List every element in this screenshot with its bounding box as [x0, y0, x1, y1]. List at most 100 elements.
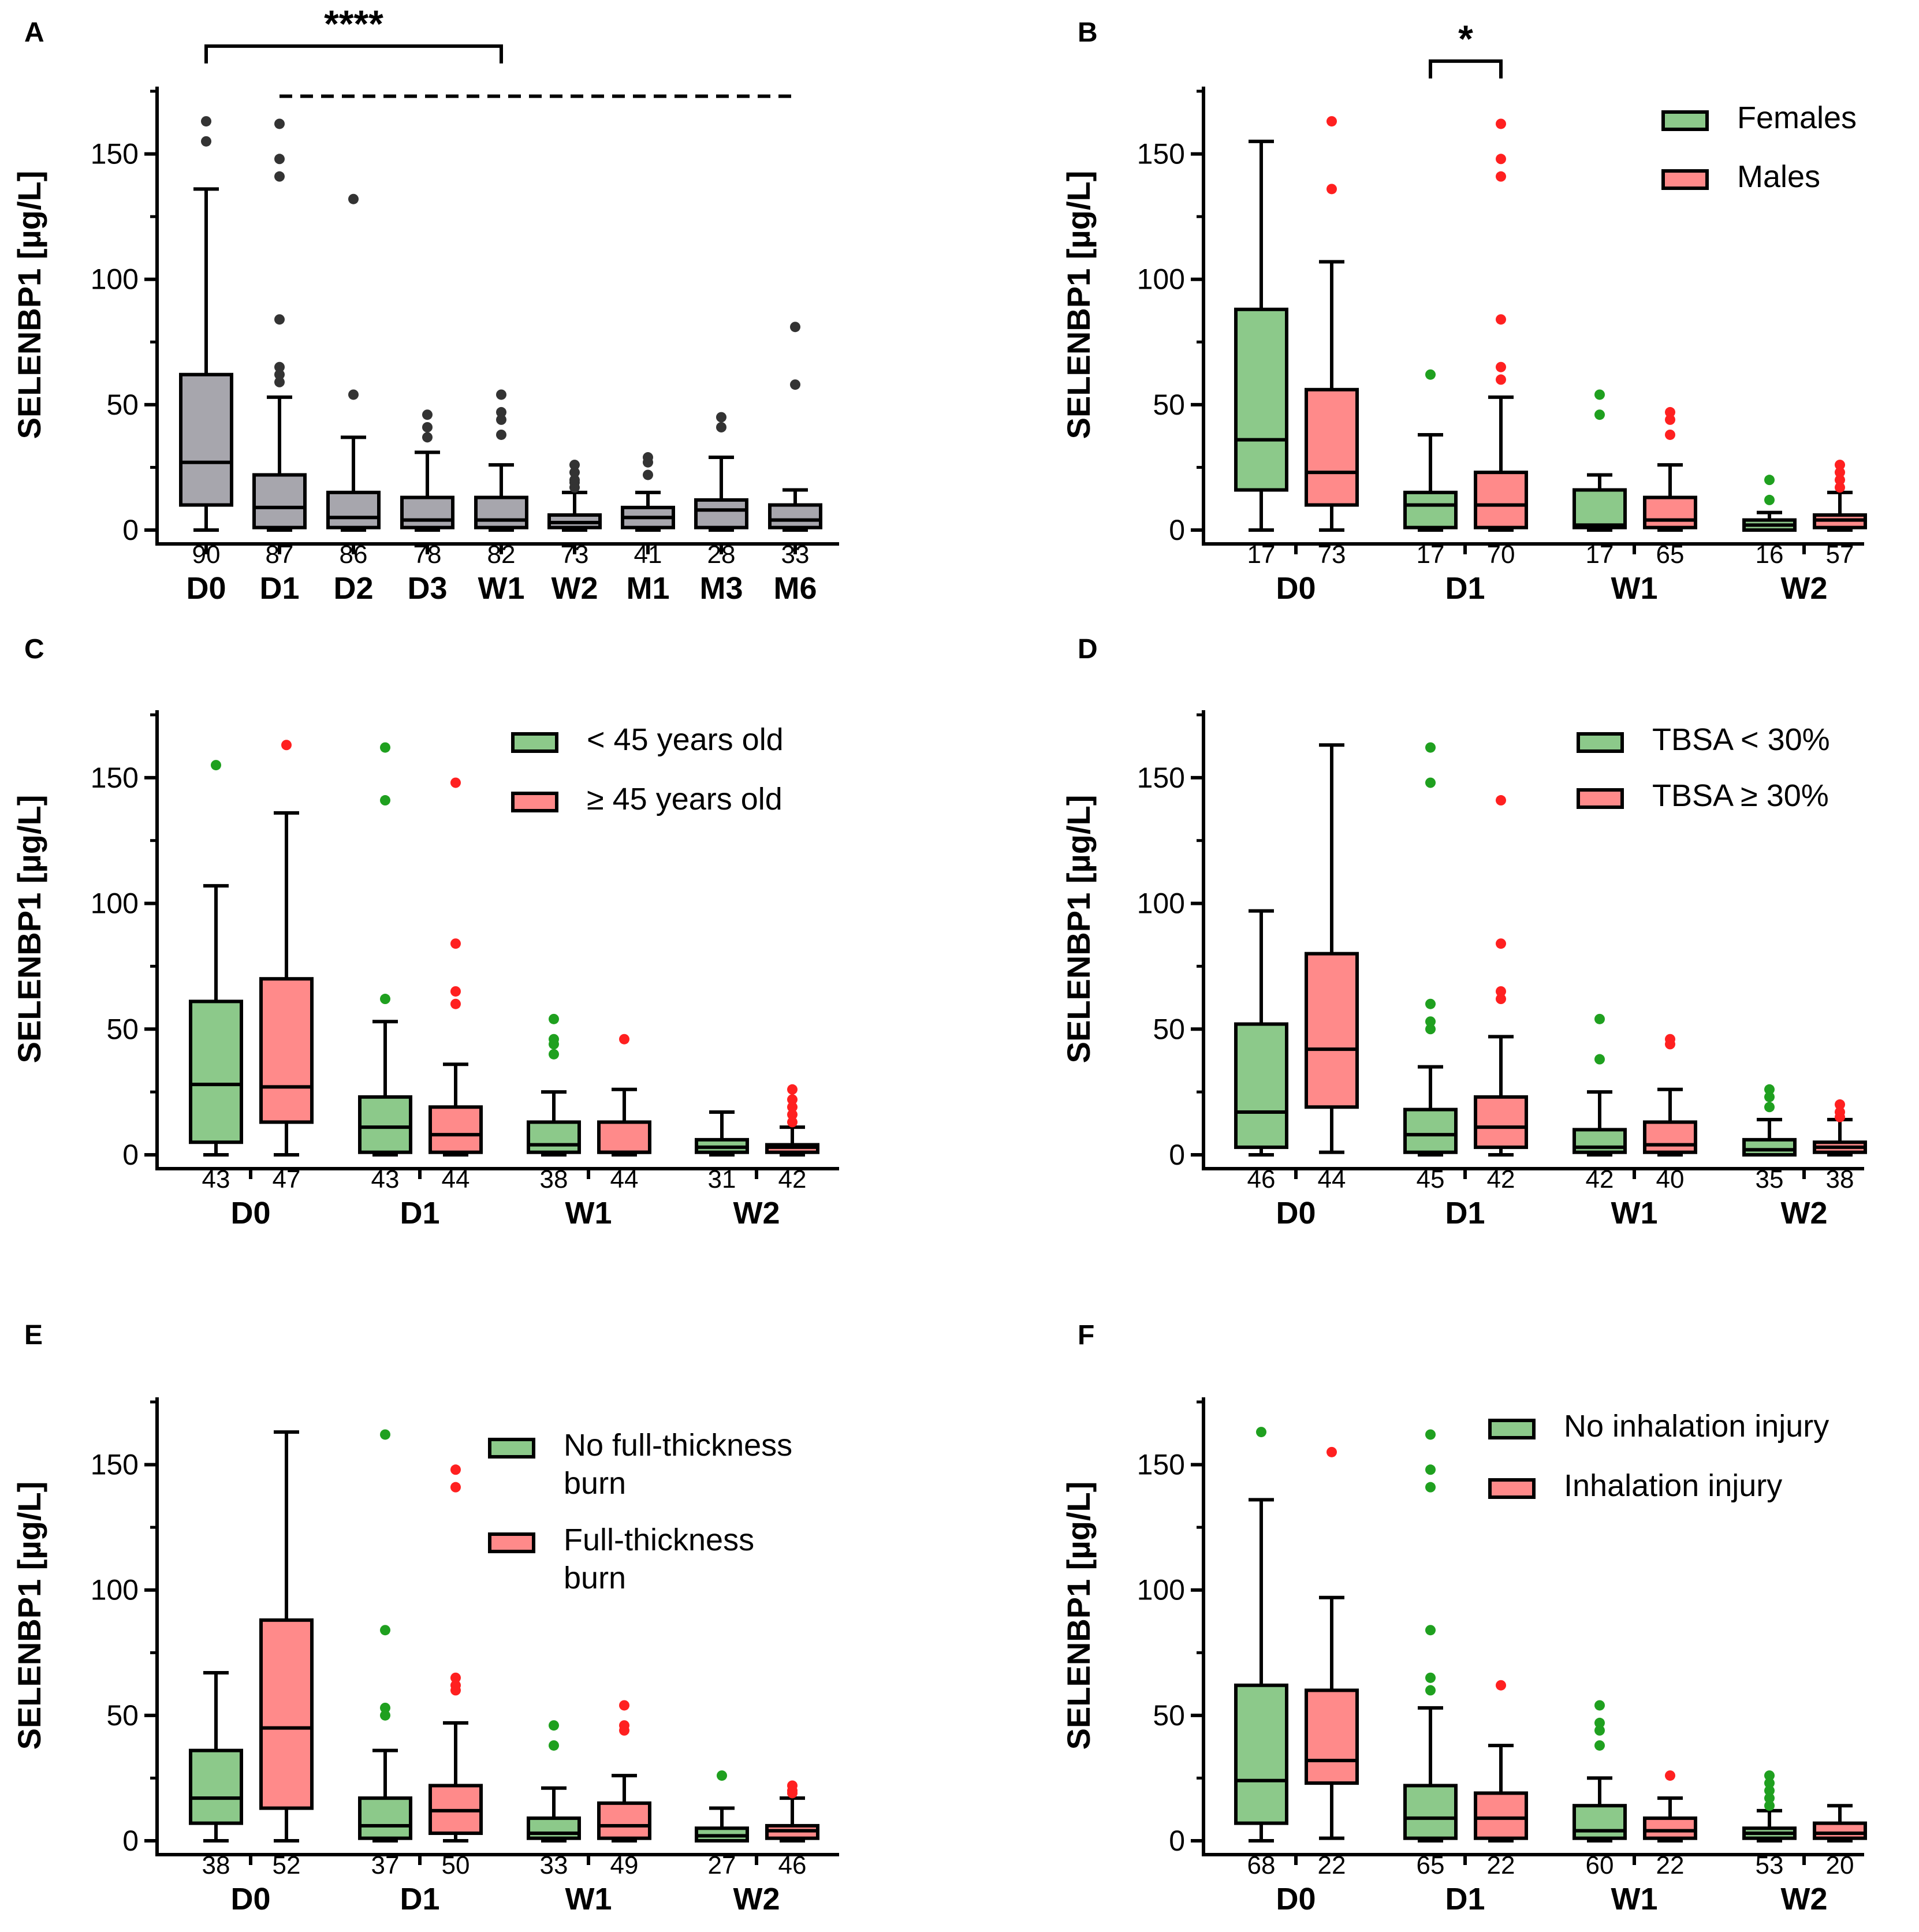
box-w2-s0: 27 [695, 1770, 749, 1879]
y-tick-label: 150 [91, 138, 139, 170]
box-w2-s0: 73 [547, 460, 602, 569]
box-w1-s0: 42 [1573, 1013, 1627, 1193]
y-tick-label: 0 [1169, 1825, 1185, 1857]
n-label: 82 [487, 540, 516, 569]
outlier-point [549, 1049, 559, 1060]
legend-label-1: Full-thickness burn [564, 1523, 754, 1595]
outlier-point [496, 414, 506, 425]
legend-label-line: < 45 years old [587, 722, 784, 757]
outlier-point [1835, 1106, 1845, 1117]
y-tick-label: 50 [106, 389, 139, 421]
outlier-point [1835, 482, 1845, 493]
n-label: 22 [1487, 1851, 1515, 1879]
outlier-point [1764, 1800, 1775, 1811]
y-tick-label: 100 [91, 887, 139, 920]
n-label: 27 [708, 1851, 736, 1879]
n-label: 78 [413, 540, 442, 569]
outlier-point [1496, 1680, 1506, 1691]
panel-letter: D [1078, 634, 1098, 665]
n-label: 44 [442, 1165, 470, 1193]
panel-e: E 0 50 100 150 SELENBP1 [µg/L] D0 D1 W1 W2 38 52 37 5… [11, 1320, 839, 1916]
n-label: 17 [1586, 540, 1614, 569]
box-w2-s0: 16 [1742, 475, 1797, 569]
outlier-point [549, 1740, 559, 1751]
x-category-label: W1 [1611, 1882, 1658, 1916]
box-w2-s0: 53 [1742, 1770, 1797, 1879]
n-label: 16 [1756, 540, 1784, 569]
x-category-label: M3 [699, 571, 743, 606]
significance-bracket [1429, 59, 1503, 79]
legend-swatch-1 [488, 1532, 535, 1553]
x-category-label: W1 [478, 571, 525, 606]
n-label: 43 [371, 1165, 400, 1193]
outlier-point [450, 998, 461, 1009]
box-w1-s0: 60 [1573, 1700, 1627, 1879]
box-d3-s0: 78 [400, 409, 454, 569]
box-d1-s0: 37 [358, 1429, 412, 1879]
box-body [1234, 1683, 1288, 1825]
legend-label-0: No full-thickness burn [564, 1428, 792, 1501]
y-axis-title: SELENBP1 [µg/L] [1060, 1482, 1097, 1750]
y-tick-label: 100 [1137, 887, 1185, 920]
outlier-point [1496, 795, 1506, 806]
x-category-label: D0 [1276, 1196, 1316, 1230]
panel-letter: A [24, 17, 44, 48]
outlier-point [1496, 374, 1506, 385]
outlier-point [1496, 361, 1506, 372]
outlier-point [211, 760, 221, 771]
box-w1-s1: 22 [1643, 1770, 1697, 1879]
x-category-label: D0 [186, 571, 226, 606]
n-label: 35 [1756, 1165, 1784, 1193]
outlier-point [717, 1770, 727, 1781]
y-tick-label: 150 [1137, 762, 1185, 794]
outlier-point [1425, 1482, 1436, 1493]
box-w1-s0: 38 [527, 1013, 581, 1193]
n-label: 70 [1487, 540, 1515, 569]
n-label: 87 [266, 540, 294, 569]
x-category-label: D0 [230, 1882, 270, 1916]
box-w1-s1: 65 [1643, 406, 1697, 569]
outlier-point [496, 389, 506, 400]
box-d0-s0: 38 [189, 1671, 243, 1879]
box-d0-s0: 46 [1234, 909, 1288, 1193]
n-label: 37 [371, 1851, 400, 1879]
outlier-point [1665, 414, 1675, 425]
outlier-point [348, 389, 359, 400]
box-d0-s0: 90 [179, 116, 233, 569]
box-w1-s1: 49 [597, 1700, 651, 1879]
n-label: 20 [1826, 1851, 1854, 1879]
box-w1-s1: 44 [597, 1034, 651, 1193]
outlier-point [790, 379, 800, 390]
n-label: 43 [202, 1165, 230, 1193]
box-body [252, 473, 307, 529]
n-label: 52 [273, 1851, 301, 1879]
outlier-point [274, 376, 285, 387]
n-label: 46 [1247, 1165, 1276, 1193]
y-tick-label: 100 [1137, 1574, 1185, 1606]
x-category-label: W2 [552, 571, 598, 606]
y-axis-title: SELENBP1 [µg/L] [1060, 795, 1097, 1064]
outlier-point [201, 116, 211, 127]
outlier-point [1764, 475, 1775, 486]
x-category-label: D3 [407, 571, 447, 606]
outlier-point [1496, 994, 1506, 1005]
outlier-point [1326, 1446, 1337, 1457]
outlier-point [1425, 1016, 1436, 1027]
outlier-point [643, 469, 653, 480]
legend-label-1: Inhalation injury [1564, 1468, 1782, 1503]
outlier-point [1594, 1740, 1605, 1751]
box-body [1643, 1120, 1697, 1154]
outlier-point [716, 412, 726, 423]
box-d1-s0: 17 [1403, 369, 1458, 569]
n-label: 68 [1247, 1851, 1276, 1879]
y-tick-label: 0 [122, 1825, 139, 1857]
box-body [1403, 1784, 1458, 1840]
box-body [358, 1095, 412, 1154]
x-category-label: W2 [1781, 571, 1828, 606]
outlier-point [1425, 998, 1436, 1009]
legend-label-line: Females [1737, 100, 1857, 135]
y-tick-label: 100 [91, 263, 139, 296]
n-label: 42 [778, 1165, 807, 1193]
panel-c: C 0 50 100 150 SELENBP1 [µg/L] D0 D1 W1 W2 43 47 43 4… [11, 634, 839, 1230]
